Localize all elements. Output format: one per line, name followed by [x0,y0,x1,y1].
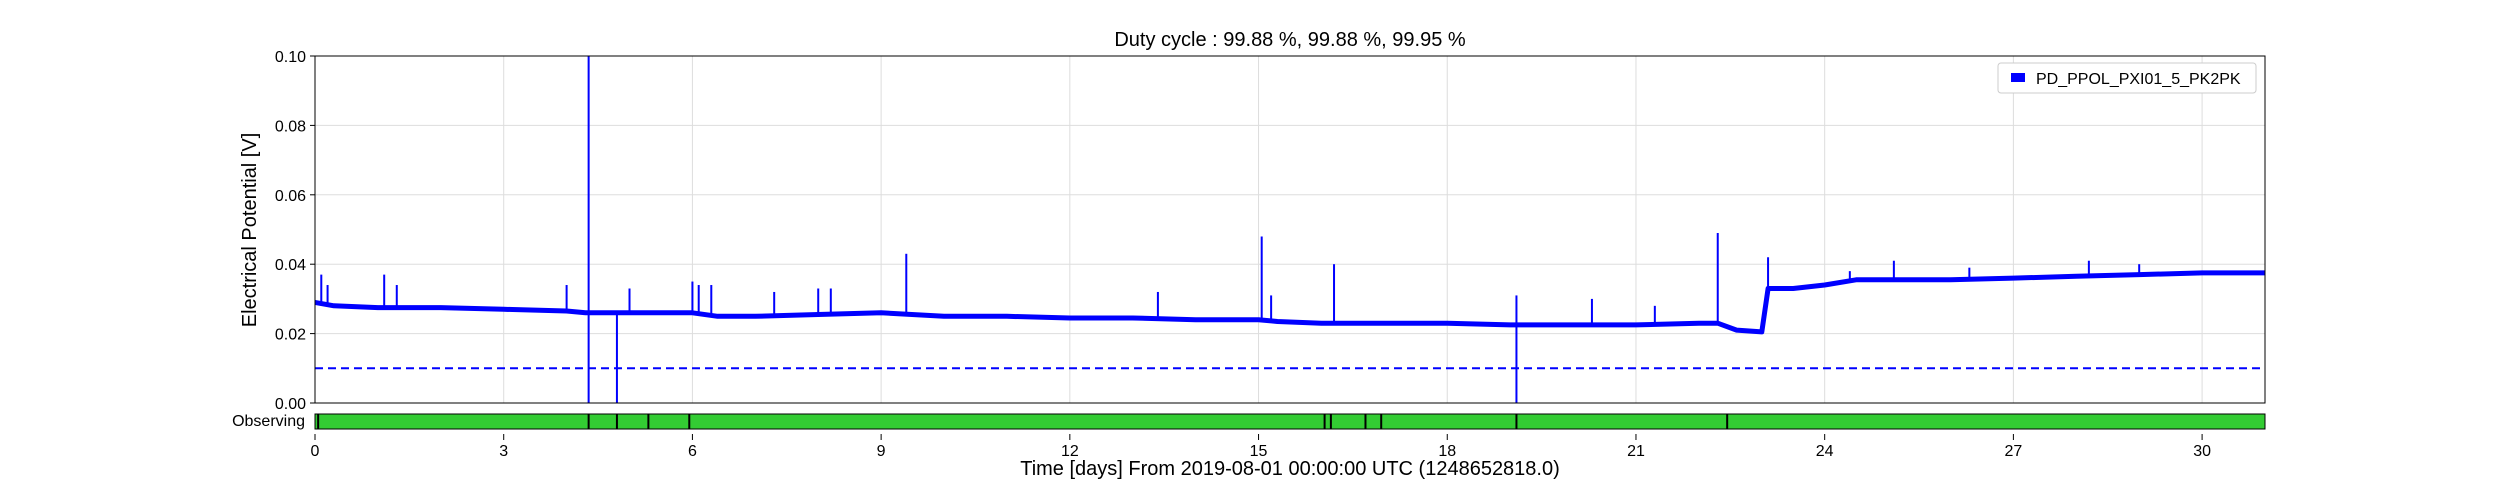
legend: PD_PPOL_PXI01_5_PK2PK [1997,62,2257,94]
x-tick-label: 27 [2004,443,2022,460]
x-tick-label: 18 [1438,443,1456,460]
y-tick-label: 0.10 [275,49,306,66]
series-line [314,270,2265,335]
y-axis-ticks: 0.00 0.02 0.04 0.06 0.08 0.10 [275,49,315,413]
chart-title: Duty cycle : 99.88 %, 99.88 %, 99.95 % [1114,29,1466,51]
state-bar-segment [314,413,2266,430]
y-tick-label: 0.00 [275,396,306,413]
legend-swatch [2011,73,2025,82]
y-tick-label: 0.08 [275,118,306,135]
x-tick-label: 9 [877,443,886,460]
x-tick-label: 30 [2193,443,2211,460]
x-tick-label: 21 [1627,443,1645,460]
x-axis-ticks: 0 3 6 9 12 15 18 21 24 27 30 [311,434,2211,460]
x-tick-label: 15 [1250,443,1268,460]
state-bar-label: Observing [232,413,305,430]
x-tick-label: 12 [1061,443,1079,460]
x-tick-label: 0 [311,443,320,460]
plot-frame [314,55,2266,404]
y-axis-label: Electrical Potential [V] [239,133,261,328]
legend-box [1997,62,2257,94]
y-tick-label: 0.02 [275,327,306,344]
legend-label: PD_PPOL_PXI01_5_PK2PK [2036,71,2241,88]
x-axis-label: Time [days] From 2019-08-01 00:00:00 UTC… [1020,458,1560,480]
data-series [314,56,2265,403]
state-bar [314,413,2266,430]
x-tick-label: 24 [1816,443,1834,460]
y-tick-label: 0.04 [275,257,306,274]
x-tick-label: 3 [499,443,508,460]
x-tick-label: 6 [688,443,697,460]
y-tick-label: 0.06 [275,188,306,205]
